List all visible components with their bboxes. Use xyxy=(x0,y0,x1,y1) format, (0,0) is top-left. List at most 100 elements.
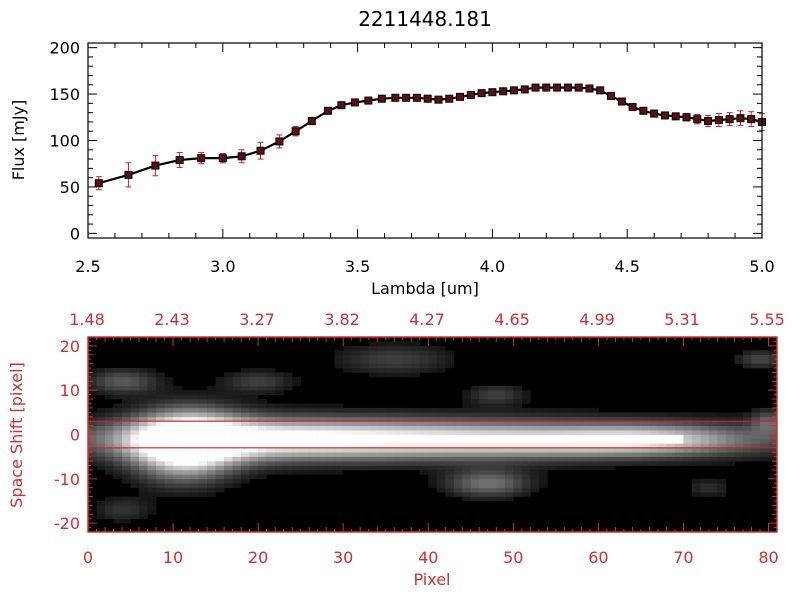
image-pixel xyxy=(538,430,548,435)
image-pixel xyxy=(555,465,565,471)
data-point xyxy=(671,112,680,121)
image-pixel xyxy=(156,443,165,449)
image-pixel xyxy=(224,421,233,426)
image-pixel xyxy=(496,487,506,493)
image-pixel xyxy=(691,412,701,418)
image-pixel xyxy=(360,465,370,471)
image-pixel xyxy=(555,443,565,449)
image-pixel xyxy=(105,368,114,373)
image-pixel xyxy=(674,461,684,466)
image-pixel xyxy=(232,474,242,480)
image-pixel xyxy=(139,421,148,426)
image-pixel xyxy=(581,421,591,426)
image-pixel xyxy=(343,363,352,369)
image-pixel xyxy=(275,456,284,462)
image-pixel xyxy=(113,372,123,378)
image-pixel xyxy=(249,421,259,426)
image-pixel xyxy=(632,425,642,431)
image-pixel xyxy=(496,390,506,395)
image-pixel xyxy=(351,412,361,418)
image-pixel xyxy=(96,461,106,466)
image-pixel xyxy=(487,461,497,466)
image-pixel xyxy=(258,399,267,404)
image-pixel xyxy=(538,456,548,462)
image-pixel xyxy=(615,434,625,440)
image-pixel xyxy=(402,350,412,356)
data-point xyxy=(423,94,432,103)
image-pixel xyxy=(496,394,506,400)
image-pixel xyxy=(700,483,710,488)
image-pixel xyxy=(309,452,318,457)
image-pixel xyxy=(105,496,114,502)
image-pixel xyxy=(419,345,429,351)
image-pixel xyxy=(640,447,650,453)
image-pixel xyxy=(402,443,412,449)
image-pixel xyxy=(513,394,523,400)
image-pixel xyxy=(470,487,480,493)
image-pixel xyxy=(581,443,591,449)
image-pixel xyxy=(368,465,378,471)
image-pixel xyxy=(300,425,310,431)
image-pixel xyxy=(181,421,191,426)
image-pixel xyxy=(351,407,361,413)
image-pixel xyxy=(530,434,540,440)
image-pixel xyxy=(96,447,106,453)
image-pixel xyxy=(521,452,531,457)
image-x-tick-label: 80 xyxy=(758,548,778,567)
image-pixel xyxy=(555,407,565,413)
image-pixel xyxy=(598,456,608,462)
image-pixel xyxy=(377,425,387,431)
image-pixel xyxy=(317,407,327,413)
image-pixel xyxy=(606,412,616,418)
image-pixel xyxy=(241,421,250,426)
image-pixel xyxy=(96,412,106,418)
image-pixel xyxy=(538,443,548,449)
image-pixel xyxy=(725,438,735,444)
image-pixel xyxy=(419,354,429,360)
y-tick-label: 0 xyxy=(70,224,80,243)
image-pixel xyxy=(572,465,582,471)
image-pixel xyxy=(700,452,710,457)
image-pixel xyxy=(181,447,191,453)
image-pixel xyxy=(164,478,174,484)
image-pixel xyxy=(198,478,208,484)
image-pixel xyxy=(504,438,514,444)
image-pixel xyxy=(547,461,557,466)
image-pixel xyxy=(334,425,344,431)
image-pixel xyxy=(530,425,540,431)
image-pixel xyxy=(564,443,574,449)
image-y-axis-label: Space Shift [pixel] xyxy=(7,362,26,508)
image-pixel xyxy=(368,368,378,373)
image-pixel xyxy=(615,412,625,418)
image-pixel xyxy=(445,483,455,488)
image-pixel xyxy=(487,443,497,449)
image-pixel xyxy=(292,434,301,440)
image-pixel xyxy=(572,434,582,440)
image-pixel xyxy=(734,354,744,360)
image-pixel xyxy=(759,452,769,457)
image-pixel xyxy=(181,443,191,449)
image-pixel xyxy=(751,456,761,462)
image-pixel xyxy=(632,434,642,440)
image-pixel xyxy=(241,469,250,475)
image-pixel xyxy=(232,430,242,435)
image-pixel xyxy=(759,421,769,426)
image-pixel xyxy=(164,447,174,453)
image-pixel xyxy=(462,447,472,453)
image-pixel xyxy=(479,469,489,475)
image-pixel xyxy=(130,474,140,480)
image-pixel xyxy=(487,390,497,395)
image-pixel xyxy=(309,430,318,435)
image-pixel xyxy=(581,434,591,440)
image-pixel xyxy=(657,443,667,449)
image-pixel xyxy=(640,443,650,449)
image-pixel xyxy=(479,465,489,471)
image-pixel xyxy=(487,474,497,480)
image-pixel xyxy=(385,461,395,466)
image-pixel xyxy=(292,416,301,422)
image-pixel xyxy=(402,434,412,440)
image-pixel xyxy=(521,456,531,462)
image-pixel xyxy=(190,412,199,418)
image-pixel xyxy=(360,456,370,462)
image-pixel xyxy=(283,452,293,457)
